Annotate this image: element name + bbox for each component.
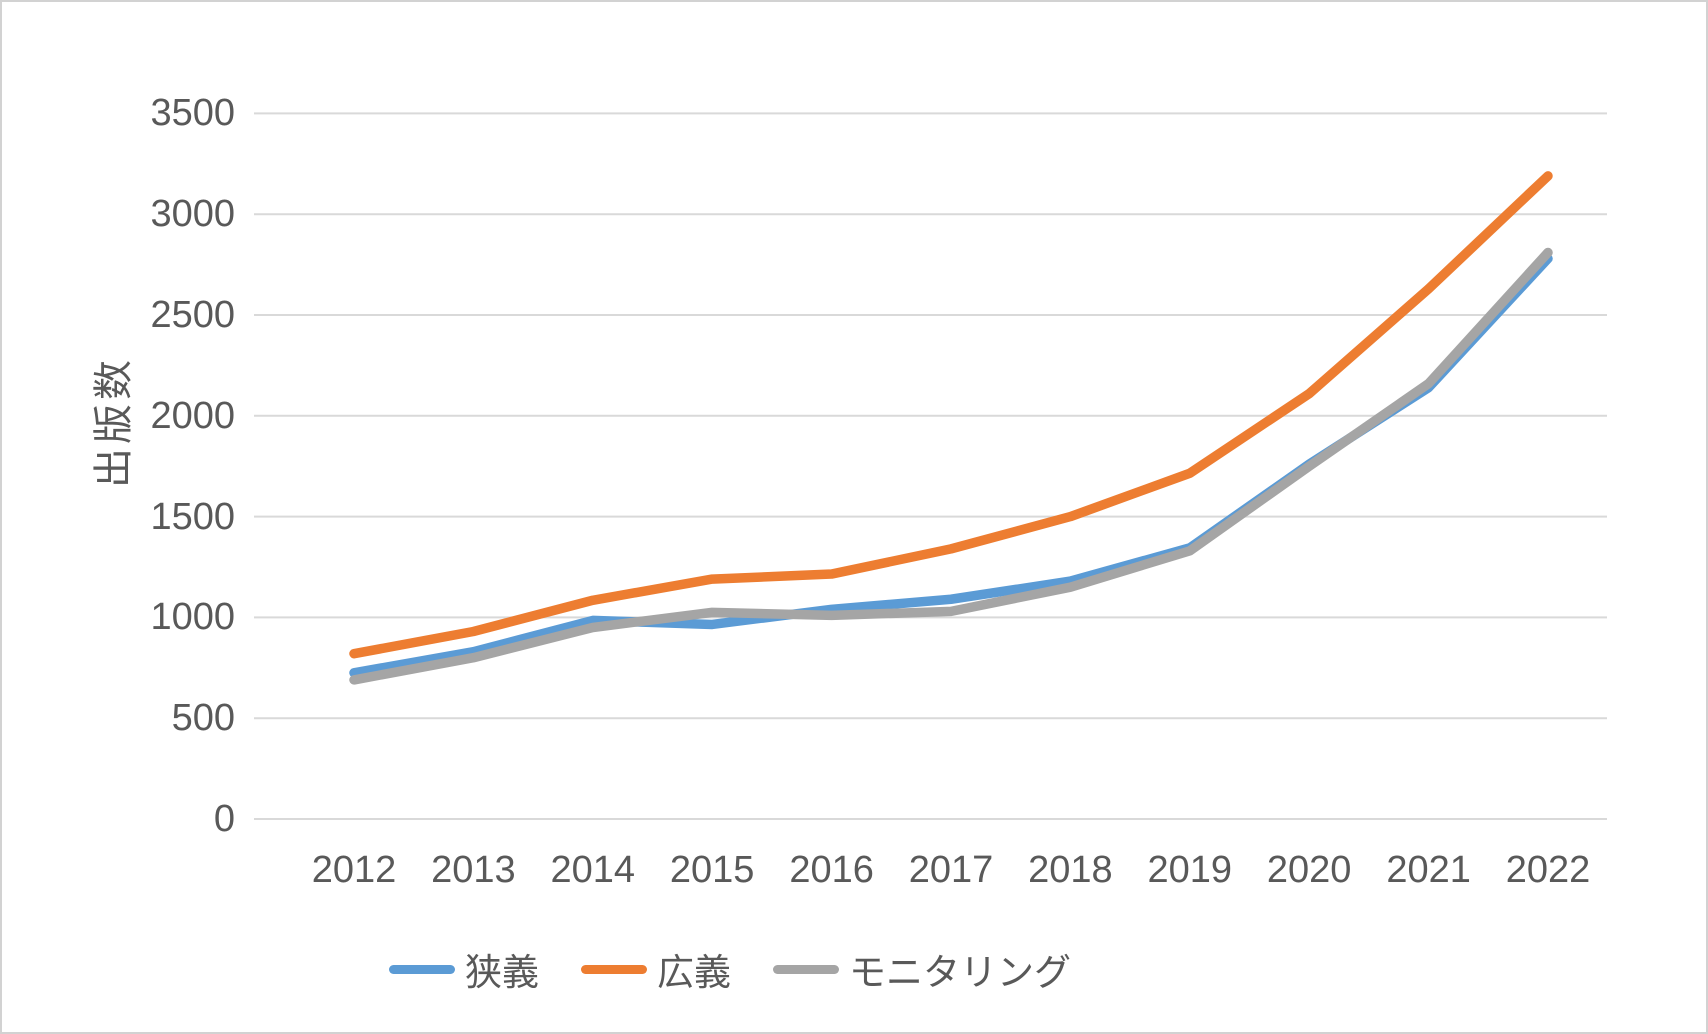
legend-item-kyogi: 狭義 <box>389 942 539 996</box>
series-line-モニタリング <box>349 247 1553 685</box>
x-tick-label: 2015 <box>669 849 755 891</box>
y-tick-label: 1500 <box>150 495 235 538</box>
legend-label: 広義 <box>657 952 731 993</box>
legend-item-kogi: 広義 <box>581 942 731 996</box>
x-tick-label: 2020 <box>1266 849 1352 891</box>
y-tick-label: 1000 <box>150 596 235 639</box>
legend-line-sample-orange <box>581 964 647 974</box>
x-tick-label: 2017 <box>908 849 994 891</box>
legend-line-sample-blue <box>389 964 455 974</box>
y-tick-label: 3500 <box>150 92 235 135</box>
y-tick-label: 2500 <box>150 294 235 336</box>
x-tick-label: 2018 <box>1028 849 1113 891</box>
x-tick-label: 2014 <box>550 849 636 891</box>
legend-line-sample-gray <box>773 964 839 974</box>
x-tick-label: 2019 <box>1147 849 1233 891</box>
x-tick-label: 2012 <box>311 849 397 891</box>
y-tick-label: 500 <box>171 697 235 740</box>
legend: 狭義 広義 モニタリング <box>389 942 1071 996</box>
series-line-広義 <box>349 171 1553 659</box>
y-tick-label: 0 <box>213 798 235 840</box>
x-tick-label: 2022 <box>1505 849 1591 891</box>
legend-item-monitoring: モニタリング <box>773 942 1071 996</box>
y-tick-label: 3000 <box>150 193 235 236</box>
gridlines <box>254 112 1607 820</box>
legend-label: モニタリング <box>849 952 1071 993</box>
x-tick-label: 2016 <box>789 849 874 891</box>
legend-label: 狭義 <box>465 952 539 993</box>
x-tick-label: 2013 <box>431 849 516 891</box>
y-axis-title: 出版数 <box>92 356 136 488</box>
series-lines <box>349 171 1553 685</box>
x-tick-label: 2021 <box>1386 849 1471 891</box>
y-tick-label: 2000 <box>150 394 235 437</box>
